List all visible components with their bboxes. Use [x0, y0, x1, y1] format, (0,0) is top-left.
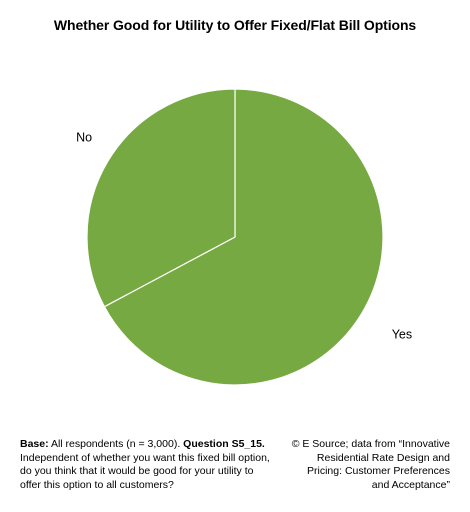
base-label: Base:: [20, 438, 49, 450]
question-text: Independent of whether you want this fix…: [20, 451, 270, 491]
chart-title: Whether Good for Utility to Offer Fixed/…: [53, 17, 417, 33]
base-text: All respondents (n = 3,000).: [48, 438, 184, 450]
pie-chart: Yes No: [76, 88, 412, 386]
pie-slice-no: [86, 88, 236, 308]
question-label: Question S5_15.: [183, 438, 265, 450]
pie-label-no: No: [76, 130, 92, 144]
pie-label-yes: Yes: [392, 328, 412, 342]
footnote: Base: All respondents (n = 3,000). Quest…: [20, 438, 275, 492]
source-note: © E Source; data from “Innovative Reside…: [291, 438, 450, 491]
pie-slice-yes: [103, 88, 384, 386]
